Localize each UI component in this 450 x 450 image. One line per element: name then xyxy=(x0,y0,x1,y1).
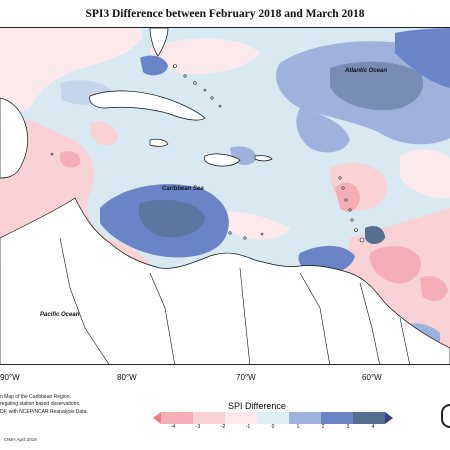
legend-tick-label: 2 xyxy=(321,424,325,430)
legend-swatch xyxy=(225,412,257,424)
legend-swatch xyxy=(193,412,225,424)
map-title: SPI3 Difference between February 2018 an… xyxy=(85,8,365,20)
islands xyxy=(50,64,365,243)
logo-partial xyxy=(441,404,450,428)
caption-line-1: n Map of the Caribbean Region. xyxy=(0,394,71,400)
lon-tick-70w: 70°W xyxy=(236,373,256,382)
caption-line-2: regating station based observations, xyxy=(0,401,81,408)
legend-swatch xyxy=(321,412,353,424)
legend-tick-label: 1 xyxy=(296,424,300,430)
landmass xyxy=(0,28,450,364)
legend-swatch xyxy=(153,412,161,424)
legend-tick-label: 3 xyxy=(346,424,350,430)
caribbean-sea-label: Caribbean Sea xyxy=(162,186,204,192)
legend-title: SPI Difference xyxy=(228,401,286,411)
lon-tick-80w: 80°W xyxy=(117,373,137,382)
legend-swatch xyxy=(385,412,393,424)
legend-tick-label: -4 xyxy=(170,424,176,430)
map-caption: n Map of the Caribbean Region. regating … xyxy=(0,394,120,416)
map-canvas: Atlantic Ocean Caribbean Sea Pacific Oce… xyxy=(0,28,450,364)
legend-tick-label: -1 xyxy=(245,424,251,430)
legend-swatch xyxy=(353,412,385,424)
legend-tick-label: 0 xyxy=(271,424,275,430)
credit-text: CIMH April 2018 xyxy=(4,437,37,442)
atlantic-ocean-label: Atlantic Ocean xyxy=(344,68,387,74)
pacific-ocean-label: Pacific Ocean xyxy=(40,312,80,318)
lon-tick-60w: 60°W xyxy=(362,373,382,382)
legend-tick-label: -3 xyxy=(195,424,201,430)
legend-labels: -4 -3 -2 -1 0 1 2 3 4 xyxy=(153,424,393,432)
legend-swatch xyxy=(289,412,321,424)
caption-line-3: DF, with NCEP/NCAR Reanalysis Data. xyxy=(0,408,88,415)
legend-tick-label: -2 xyxy=(220,424,226,430)
legend-tick-label: 4 xyxy=(371,424,375,430)
legend-swatch xyxy=(161,412,193,424)
lon-tick-90w: 90°W xyxy=(0,373,20,382)
spi-difference-map: Atlantic Ocean Caribbean Sea Pacific Oce… xyxy=(0,27,450,365)
legend-colorbar xyxy=(153,412,393,424)
legend-swatch xyxy=(257,412,289,424)
country-borders xyxy=(59,237,410,364)
